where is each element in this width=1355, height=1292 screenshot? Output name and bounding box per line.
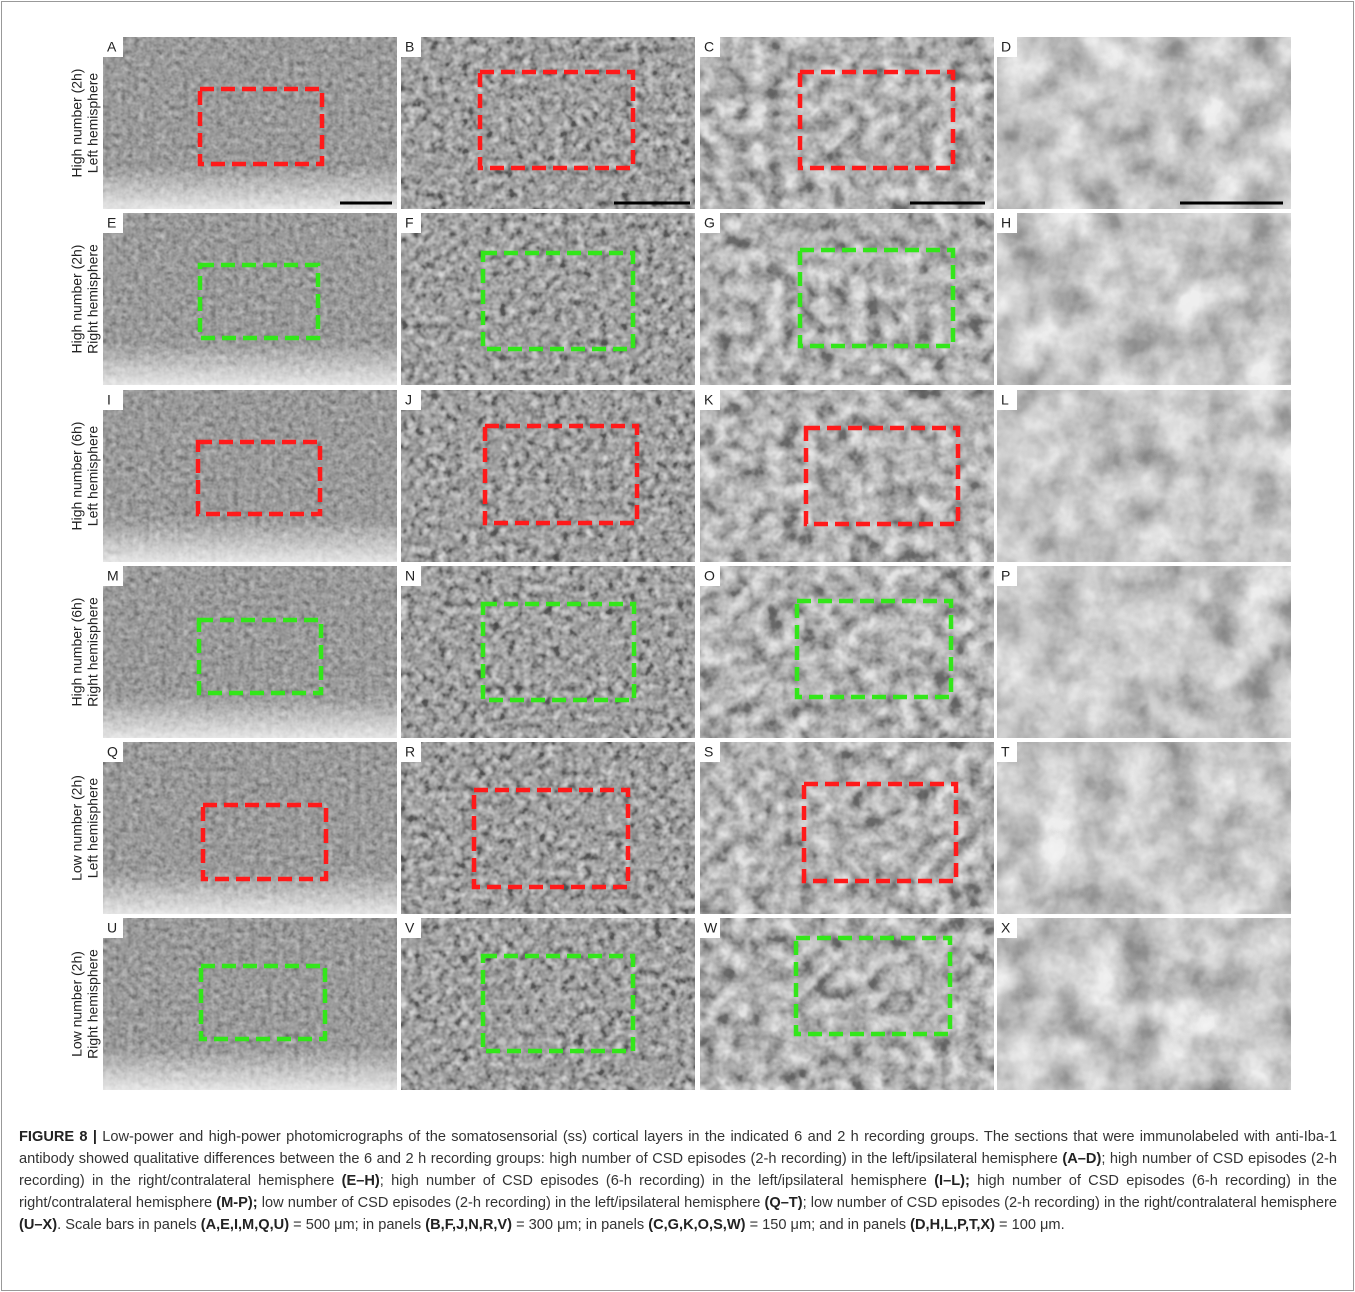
caption-bold: FIGURE 8 |: [19, 1129, 97, 1145]
row-label: Left hemisphere: [85, 426, 101, 527]
panel-letter: C: [704, 39, 714, 55]
micrograph: [700, 390, 994, 562]
caption-bold: (B,F,J,N,R,V): [425, 1217, 512, 1233]
row-label: Left hemisphere: [85, 73, 101, 174]
panel-letter: U: [107, 920, 117, 936]
micrograph: [401, 213, 695, 385]
row-label: High number (2h): [69, 69, 85, 178]
white-matter: [103, 566, 397, 738]
caption-bold: (U–X): [19, 1217, 57, 1233]
caption-bold: (Q–T): [764, 1195, 802, 1211]
panel-letter: M: [107, 568, 119, 584]
panel-letter: N: [405, 568, 415, 584]
panel-letter: W: [704, 920, 718, 936]
caption-bold: (A–D): [1062, 1151, 1101, 1167]
panel-letter: P: [1001, 568, 1010, 584]
row-label: Right hemisphere: [85, 597, 101, 707]
caption-text: low number of CSD episodes (2-h recordin…: [258, 1195, 765, 1211]
micrograph: [997, 918, 1291, 1090]
micrograph: [997, 742, 1291, 914]
white-matter: [103, 390, 397, 562]
panel-letter: A: [107, 39, 117, 55]
panel-letter-bg: [103, 390, 123, 410]
panel-letter: G: [704, 215, 715, 231]
figure-caption: FIGURE 8 | Low-power and high-power phot…: [19, 1126, 1337, 1236]
row-label: High number (2h): [69, 245, 85, 354]
caption-text: = 500 μm; in panels: [289, 1217, 425, 1233]
panel-letter: S: [704, 744, 713, 760]
caption-bold: (M-P);: [216, 1195, 257, 1211]
micrograph: [401, 566, 695, 738]
row-label: Low number (2h): [69, 775, 85, 881]
caption-text: ; high number of CSD episodes (6-h recor…: [380, 1173, 934, 1189]
panel-letter: R: [405, 744, 415, 760]
panel-letter: D: [1001, 39, 1011, 55]
page: High number (2h)Left hemisphereABCDHigh …: [0, 0, 1355, 1292]
panel-letter: B: [405, 39, 414, 55]
panel-letter: X: [1001, 920, 1011, 936]
micrograph: [997, 566, 1291, 738]
micrograph: [997, 37, 1291, 209]
micrograph: [700, 37, 994, 209]
caption-bold: (E–H): [342, 1173, 380, 1189]
micrograph: [401, 918, 695, 1090]
caption-text: . Scale bars in panels: [57, 1217, 201, 1233]
micrograph: [700, 566, 994, 738]
caption-text: = 300 μm; in panels: [512, 1217, 648, 1233]
panel-letter: E: [107, 215, 116, 231]
white-matter: [103, 918, 397, 1090]
white-matter: [103, 213, 397, 385]
row-label: Left hemisphere: [85, 778, 101, 879]
row-label: Right hemisphere: [85, 244, 101, 354]
panel-letter: F: [405, 215, 414, 231]
row-label: High number (6h): [69, 598, 85, 707]
caption-bold: (D,H,L,P,T,X): [910, 1217, 995, 1233]
micrograph: [997, 213, 1291, 385]
micrograph: [401, 37, 695, 209]
panel-letter: K: [704, 392, 714, 408]
panel-letter: T: [1001, 744, 1010, 760]
caption-text: ; low number of CSD episodes (2-h record…: [803, 1195, 1337, 1211]
panel-letter: I: [107, 392, 111, 408]
panel-letter: L: [1001, 392, 1009, 408]
caption-bold: (I–L);: [934, 1173, 970, 1189]
caption-text: = 100 μm.: [995, 1217, 1065, 1233]
panel-letter: H: [1001, 215, 1011, 231]
caption-bold: (C,G,K,O,S,W): [648, 1217, 745, 1233]
white-matter: [103, 37, 397, 209]
panel-letter: Q: [107, 744, 118, 760]
caption-bold: (A,E,I,M,Q,U): [201, 1217, 289, 1233]
caption-text: = 150 μm; and in panels: [746, 1217, 911, 1233]
row-label: Right hemisphere: [85, 949, 101, 1059]
panel-letter: O: [704, 568, 715, 584]
micrograph: [401, 390, 695, 562]
white-matter: [103, 742, 397, 914]
micrograph: [700, 213, 994, 385]
micrograph: [700, 742, 994, 914]
panel-letter: V: [405, 920, 415, 936]
micrograph: [997, 390, 1291, 562]
row-label: Low number (2h): [69, 951, 85, 1057]
micrograph: [401, 742, 695, 914]
row-label: High number (6h): [69, 422, 85, 531]
panel-letter: J: [405, 392, 412, 408]
